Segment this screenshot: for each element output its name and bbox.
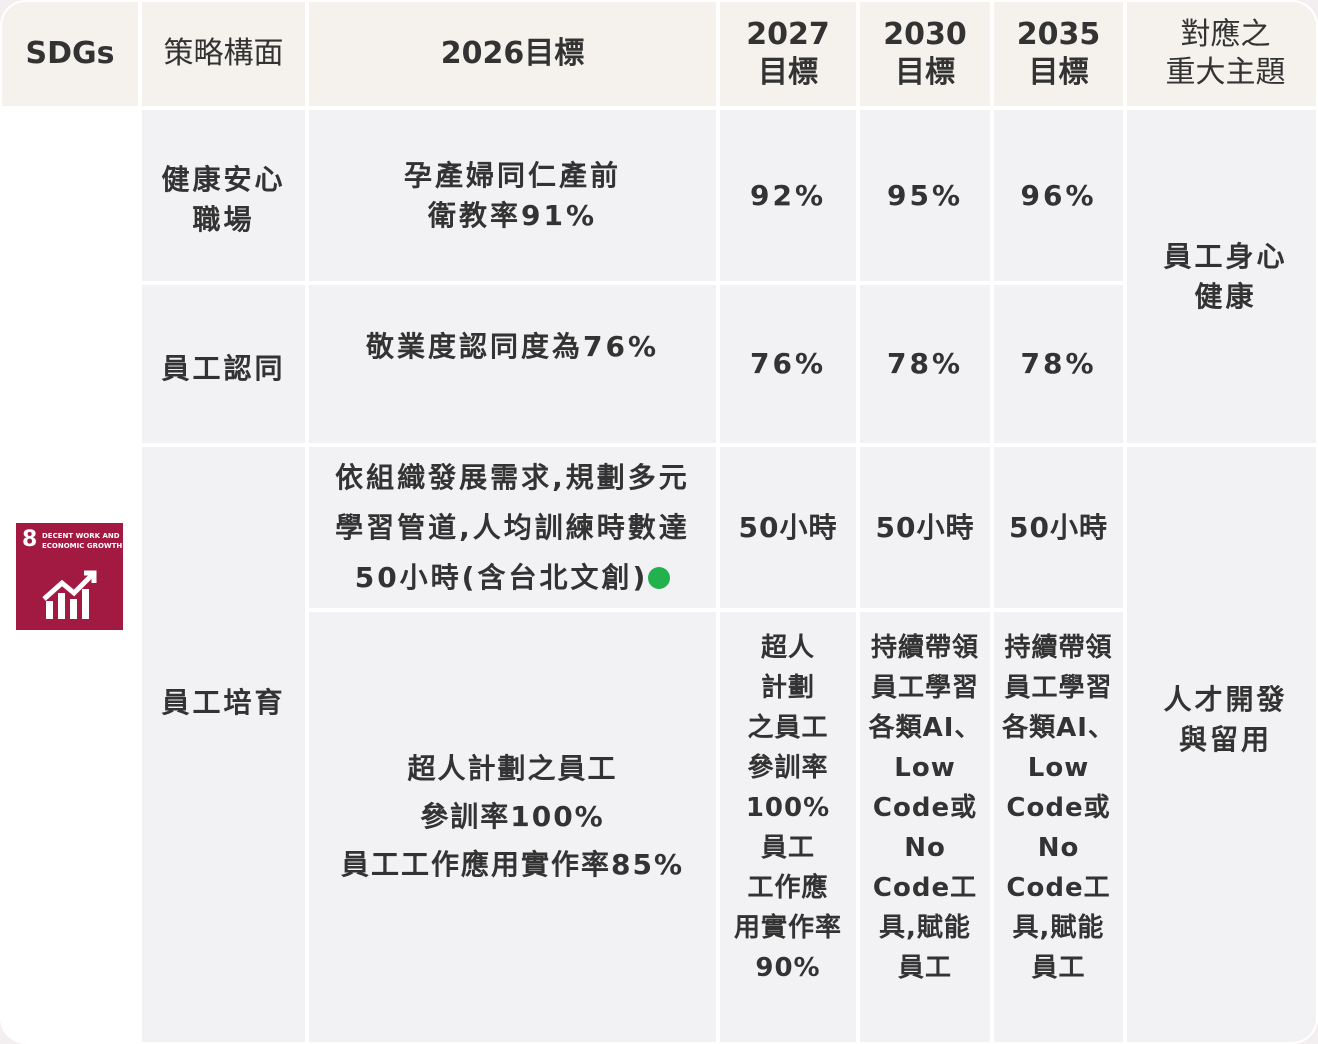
header: 2030 目標 xyxy=(860,2,990,106)
sdg-icon: 8 DECENT WORK AND ECONOMIC GROWTH xyxy=(16,522,123,630)
cell: 76% xyxy=(720,285,856,443)
cell: 96% xyxy=(994,110,1123,281)
row: 超人計劃之員工 參訓率100% 員工工作應用實作率85% 超人 計劃 之員工 參… xyxy=(2,612,1316,1042)
dimension: 員工認同 xyxy=(142,285,305,443)
topic: 員工身心 健康 xyxy=(1127,110,1316,443)
sdg-number: 8 xyxy=(22,526,38,552)
row: 8 DECENT WORK AND ECONOMIC GROWTH 健康安心 職場… xyxy=(2,110,1316,1042)
cell: 持續帶領 員工學習 各類AI、 Low Code或 No Code工 具,賦能 … xyxy=(860,612,990,1042)
cell-text: 依組織發展需求,規劃多元 學習管道,人均訓練時數達 50小時(含台北文創) xyxy=(335,460,690,594)
status-dot xyxy=(648,566,671,589)
cell: 依組織發展需求,規劃多元 學習管道,人均訓練時數達 50小時(含台北文創) xyxy=(309,447,716,608)
cell: 持續帶領 員工學習 各類AI、 Low Code或 No Code工 具,賦能 … xyxy=(994,612,1123,1042)
cell: 超人 計劃 之員工 參訓率 100% 員工 工作應 用實作率 90% xyxy=(720,612,856,1042)
cell: 92% xyxy=(720,110,856,281)
sdg-label: DECENT WORK AND ECONOMIC GROWTH xyxy=(42,531,123,550)
header: 2026目標 xyxy=(309,2,716,106)
header: 對應之 重大主題 xyxy=(1127,2,1316,106)
cell: 50小時 xyxy=(994,447,1123,608)
cell: 敬業度認同度為76% xyxy=(309,285,716,443)
cell: 95% xyxy=(860,110,990,281)
row: 員工培育 依組織發展需求,規劃多元 學習管道,人均訓練時數達 50小時(含台北文… xyxy=(2,447,1316,1042)
topic: 人才開發 與留用 xyxy=(1127,447,1316,1042)
cell: 超人計劃之員工 參訓率100% 員工工作應用實作率85% xyxy=(309,612,716,1042)
cell: 78% xyxy=(860,285,990,443)
header: 2035 目標 xyxy=(994,2,1123,106)
cell: 孕產婦同仁產前 衛教率91% xyxy=(309,110,716,281)
sdg-cell: 8 DECENT WORK AND ECONOMIC GROWTH xyxy=(2,110,138,1042)
sdg-glyph xyxy=(42,570,97,619)
header: 2027 目標 xyxy=(720,2,856,106)
cell: 78% xyxy=(994,285,1123,443)
cell: 50小時 xyxy=(720,447,856,608)
dimension: 健康安心 職場 xyxy=(142,110,305,281)
header: 策略構面 xyxy=(142,2,305,106)
cell: 50小時 xyxy=(860,447,990,608)
header-row: SDGs 策略構面 2026目標 2027 目標 2030 目標 2035 目標… xyxy=(2,2,1316,106)
dimension: 員工培育 xyxy=(142,447,305,1042)
row: 員工認同 敬業度認同度為76% 76% 78% 78% xyxy=(2,285,1316,443)
header: SDGs xyxy=(2,2,138,106)
